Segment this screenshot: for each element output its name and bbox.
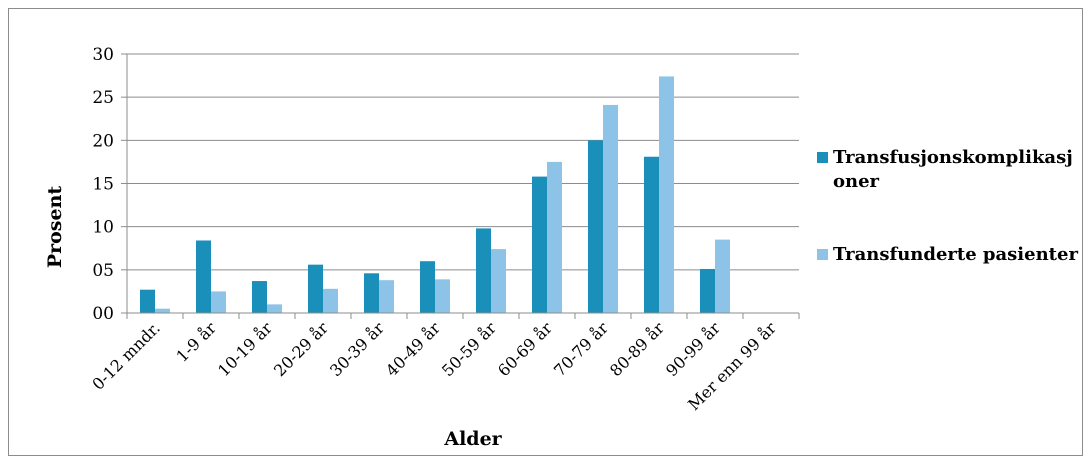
x-tick-label: 10-19 år xyxy=(214,318,276,380)
y-tick-label: 30 xyxy=(92,45,114,65)
bar-transfusjonskomplikasjoner xyxy=(644,156,659,313)
legend-swatch xyxy=(817,249,828,260)
bar-transfunderte-pasienter xyxy=(715,239,730,313)
bar-transfunderte-pasienter xyxy=(659,76,674,314)
bar-transfusjonskomplikasjoner xyxy=(420,261,435,313)
bar-transfusjonskomplikasjoner xyxy=(308,264,323,313)
bar-transfunderte-pasienter xyxy=(547,161,562,313)
y-tick-label: 25 xyxy=(92,88,114,108)
bar-transfunderte-pasienter xyxy=(603,104,618,313)
x-tick-label: 70-79 år xyxy=(550,318,612,380)
bar-transfunderte-pasienter xyxy=(267,304,282,313)
y-tick-label: 20 xyxy=(92,131,114,151)
legend-label: Transfunderte pasienter xyxy=(833,244,1078,265)
chart-frame: 00 05 10 15 20 25 30 0-12 mndr. 1-9 år 10-19 år 2… xyxy=(8,8,1083,456)
bar-transfusjonskomplikasjoner xyxy=(140,289,155,313)
bar-transfunderte-pasienter xyxy=(491,249,506,313)
x-tick-label: 60-69 år xyxy=(494,318,556,380)
x-tick-label: 20-29 år xyxy=(270,318,332,380)
bar-transfusjonskomplikasjoner xyxy=(588,140,603,313)
x-tick-label: 80-89 år xyxy=(606,318,668,380)
bar-transfunderte-pasienter xyxy=(323,288,338,313)
bar-transfunderte-pasienter xyxy=(155,308,170,313)
bar-transfunderte-pasienter xyxy=(435,279,450,313)
bar-transfusjonskomplikasjoner xyxy=(252,281,267,313)
axes xyxy=(126,54,800,319)
bar-transfusjonskomplikasjoner xyxy=(532,176,547,313)
bar-transfusjonskomplikasjoner xyxy=(476,228,491,313)
bar-transfusjonskomplikasjoner xyxy=(700,268,715,313)
y-axis-title: Prosent xyxy=(44,186,66,269)
y-tick-label: 00 xyxy=(92,304,114,324)
y-tick-label: 15 xyxy=(92,175,114,195)
bar-transfunderte-pasienter xyxy=(211,291,226,313)
y-tick-label: 05 xyxy=(92,261,114,281)
bar-transfusjonskomplikasjoner xyxy=(364,273,379,313)
bars xyxy=(140,76,730,314)
gridlines xyxy=(127,53,799,271)
x-tick-label: 0-12 mndr. xyxy=(88,318,163,393)
x-tick-label: 50-59 år xyxy=(438,318,500,380)
x-tick-label: 30-39 år xyxy=(326,318,388,380)
bar-transfusjonskomplikasjoner xyxy=(196,240,211,313)
legend-label: Transfusjonskomplikasj oner xyxy=(833,147,1073,192)
y-tick-labels: 00 05 10 15 20 25 30 xyxy=(92,45,127,324)
legend-swatch xyxy=(817,152,828,163)
x-tick-label: 1-9 år xyxy=(172,318,220,366)
x-axis-title: Alder xyxy=(443,428,502,450)
y-tick-label: 10 xyxy=(92,218,114,238)
bar-transfunderte-pasienter xyxy=(379,280,394,313)
x-tick-label: 40-49 år xyxy=(382,318,444,380)
legend: Transfusjonskomplikasj oner Transfunderte … xyxy=(817,147,1078,265)
